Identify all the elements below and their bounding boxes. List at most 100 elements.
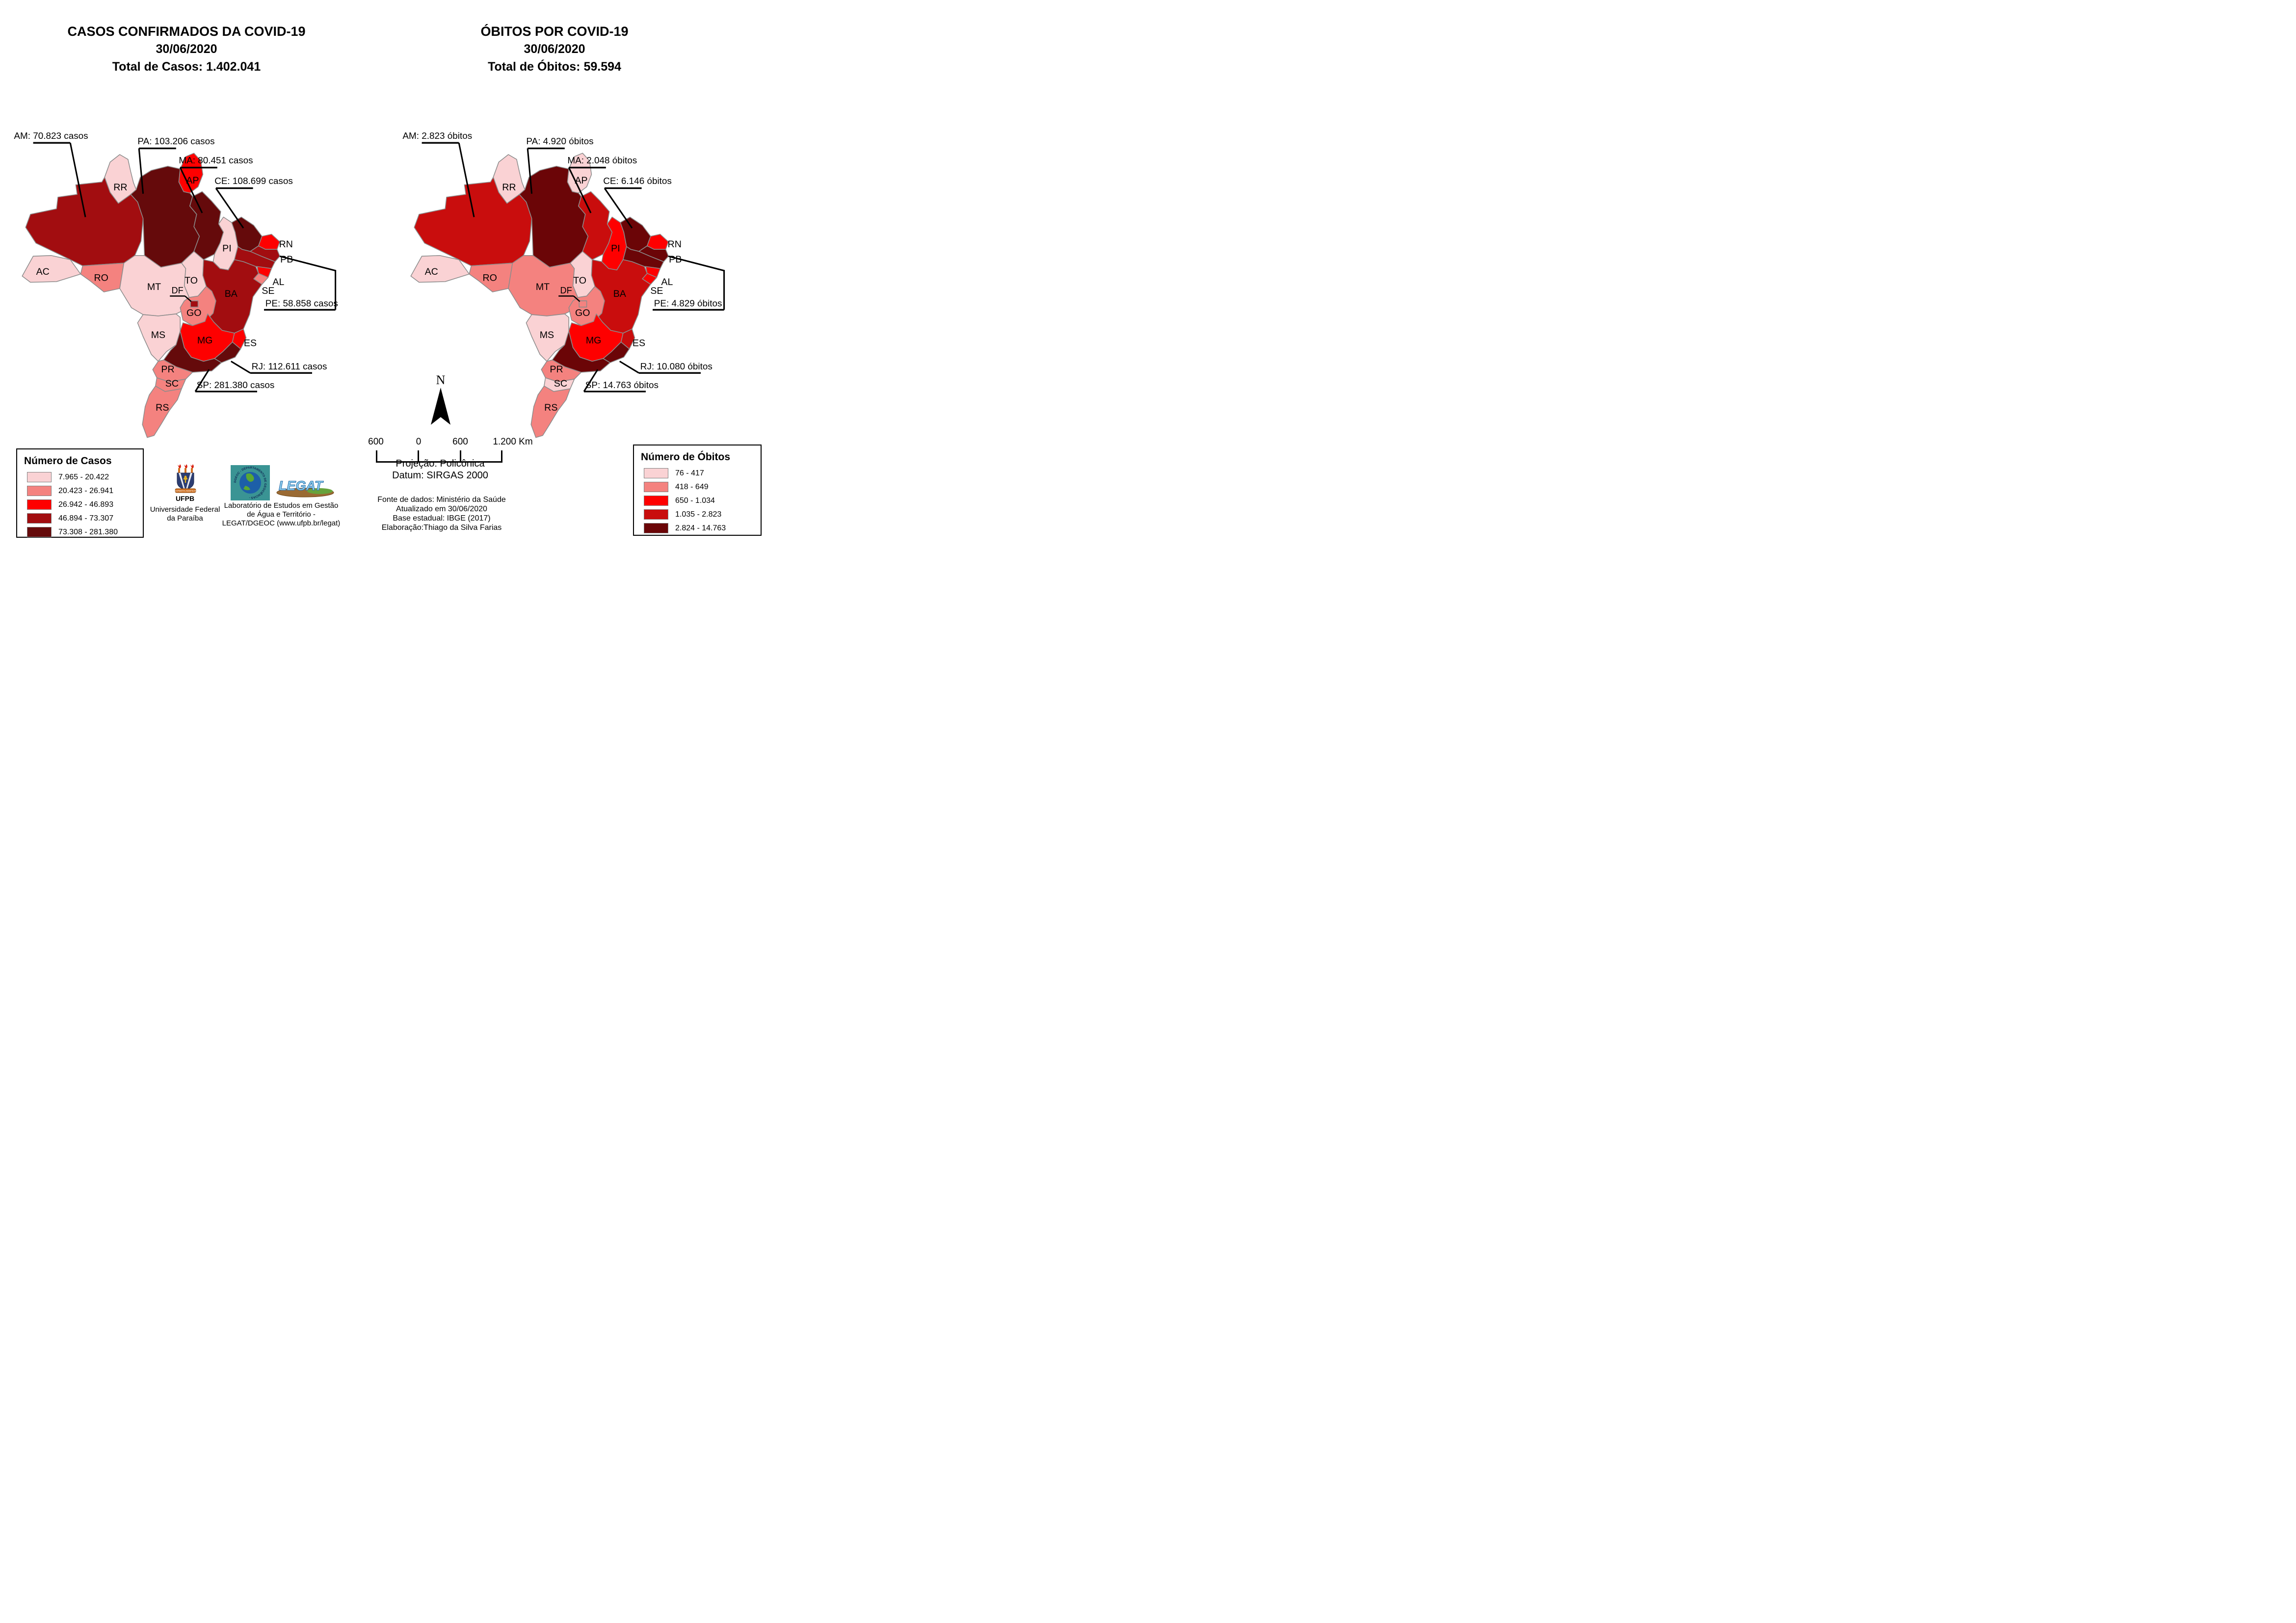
map-sheet: CASOS CONFIRMADOS DA COVID-19 30/06/2020… [0,0,765,541]
annotation-leader-MA-casos [179,167,203,213]
legat-caption: Laboratório de Estudos em Gestão de Água… [222,501,341,527]
scale-bar: 600 0 600 1.200 Km [367,437,533,467]
state-DF-obitos [579,300,587,308]
class-label: 76 - 417 [675,469,704,477]
legend-row: 46.894 - 73.307 [27,513,137,524]
legend-casos-title: Número de Casos [24,455,112,467]
annotation-PE-obitos: PE: 4.829 óbitos [654,298,722,309]
state-label-RN-casos: RN [279,239,293,250]
annotation-leader-PA-casos [138,148,144,194]
class-label: 20.423 - 26.941 [58,486,114,495]
annotation-leader-PE-casos [279,255,337,310]
class-swatch [27,486,52,496]
annotation-AM-obitos: AM: 2.823 óbitos [402,131,472,141]
state-label-PI-casos: PI [222,243,232,254]
north-arrow: N [420,373,462,428]
state-label-AC-obitos: AC [425,266,438,277]
state-label-GO-obitos: GO [575,308,590,318]
state-ES-casos [232,328,247,349]
legend-row: 7.965 - 20.422 [27,472,137,482]
annotation-leader-AM-obitos [458,142,475,217]
annotation-SP-obitos: SP: 14.763 óbitos [585,380,659,391]
state-label-MS-obitos: MS [540,330,554,340]
state-RR-casos [104,154,137,204]
right-map-title: ÓBITOS POR COVID-19 30/06/2020 Total de … [415,23,694,76]
state-label-RN-obitos: RN [668,239,682,250]
legend-row: 2.824 - 14.763 [644,523,755,533]
legend-row: 73.308 - 281.380 [27,527,137,537]
state-label-AL-casos: AL [272,277,284,288]
state-label-SE-obitos: SE [650,286,663,296]
source-line-3: Base estadual: IBGE (2017) [393,514,491,523]
legend-row: 76 - 417 [644,468,755,478]
state-label-BA-obitos: BA [613,288,627,299]
projection-line: Projeção: Policônica [396,458,485,469]
state-label-MT-obitos: MT [536,282,550,292]
legat-logo-icon: LEGAT [276,478,334,497]
state-label-ES-casos: ES [244,338,257,349]
scale-label-0: 600 [368,437,384,447]
annotation-leader-SP-casos [194,369,210,392]
scale-label-2: 600 [452,437,468,447]
class-label: 418 - 649 [675,482,709,491]
state-label-MG-obitos: MG [586,335,602,346]
state-label-SC-obitos: SC [554,378,567,389]
right-title-total: Total de Óbitos: 59.594 [488,60,621,74]
state-label-GO-casos: GO [186,308,201,318]
class-label: 73.308 - 281.380 [58,527,118,536]
state-label-PR-obitos: PR [550,364,563,375]
state-label-RO-casos: RO [94,273,108,284]
state-label-PI-obitos: PI [611,243,620,254]
left-title-date: 30/06/2020 [156,42,217,56]
legend-row: 20.423 - 26.941 [27,486,137,496]
state-label-DF-obitos: DF [560,286,572,295]
class-label: 46.894 - 73.307 [58,514,114,523]
north-arrow-icon [430,388,451,425]
class-label: 26.942 - 46.893 [58,500,114,509]
class-label: 2.824 - 14.763 [675,524,726,532]
scale-label-1: 0 [416,437,422,447]
annotation-leader-RJ-casos [231,361,251,374]
state-DF-casos [190,300,199,308]
class-label: 1.035 - 2.823 [675,510,722,519]
ufpb-crest-icon: SAPIENTIA AEDIFICAT [175,464,196,493]
class-swatch [27,499,52,510]
state-label-MT-casos: MT [147,282,161,292]
ufpb-motto: SAPIENTIA AEDIFICAT [175,490,196,492]
state-label-AC-casos: AC [36,266,50,277]
legend-casos: Número de Casos 7.965 - 20.422 20.423 - … [16,448,144,538]
legend-row: 26.942 - 46.893 [27,499,137,510]
state-MS-obitos [526,314,569,362]
class-label: 650 - 1.034 [675,496,715,505]
state-MS-casos [137,314,181,362]
annotation-PE-casos: PE: 58.858 casos [265,298,338,309]
state-label-RR-casos: RR [113,182,127,193]
legend-row: 650 - 1.034 [644,496,755,506]
state-AC-casos [22,255,81,283]
class-swatch [644,523,668,533]
annotation-SP-casos: SP: 281.380 casos [197,380,275,391]
annotation-PA-obitos: PA: 4.920 óbitos [526,136,593,147]
annotation-MA-obitos: MA: 2.048 óbitos [567,156,637,166]
state-label-RS-casos: RS [156,402,169,413]
state-label-RS-obitos: RS [544,402,557,413]
state-label-RO-obitos: RO [483,273,497,284]
states-layer-right [410,153,669,438]
state-AC-obitos [410,255,470,283]
annotations-layer-right: AM: 2.823 óbitos PA: 4.920 óbitos MA: 2.04… [402,131,725,393]
state-label-BA-casos: BA [225,288,238,299]
state-label-SC-casos: SC [165,378,179,389]
state-label-TO-casos: TO [185,275,198,286]
state-label-PR-casos: PR [161,364,174,375]
annotation-leader-AM-casos [69,142,86,217]
annotation-leader-PE-obitos [668,255,725,310]
annotation-PA-casos: PA: 103.206 casos [137,136,214,147]
right-title-date: 30/06/2020 [524,42,585,56]
annotation-RJ-casos: RJ: 112.611 casos [252,362,327,372]
state-RN-casos [258,234,280,250]
ufpb-caption: Universidade Federal da Paraíba [150,505,220,523]
annotation-leader-RJ-obitos [619,361,639,374]
state-label-TO-obitos: TO [573,275,586,286]
